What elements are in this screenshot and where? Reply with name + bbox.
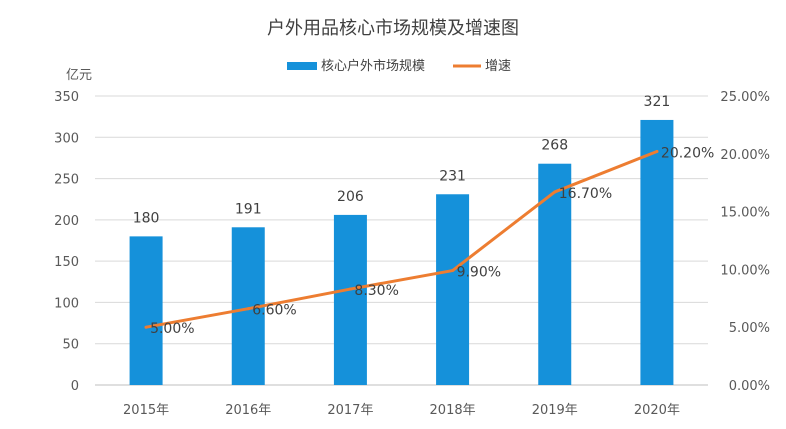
bar-value-label: 191 [235, 201, 262, 217]
y-tick-label: 100 [54, 296, 79, 311]
bar [436, 194, 470, 385]
y-tick-label: 200 [54, 214, 79, 229]
y-tick-label: 350 [54, 90, 79, 105]
chart-title: 户外用品核心市场规模及增速图 [267, 18, 519, 39]
legend-label-bar: 核心户外市场规模 [321, 58, 425, 74]
line-point [348, 287, 352, 291]
legend-swatch-bar [287, 62, 317, 70]
growth-line [144, 149, 659, 329]
y-tick-label: 0 [71, 379, 79, 394]
bar-series: 180 191 206 231 268 321 [129, 94, 674, 386]
y-axis-right: 0.00% 5.00% 10.00% 15.00% 20.00% 25.00% [720, 90, 770, 394]
y2-tick-label: 25.00% [720, 90, 770, 105]
y-tick-label: 300 [54, 131, 79, 146]
y2-tick-label: 5.00% [729, 321, 770, 336]
y-axis-unit-label: 亿元 [66, 68, 92, 83]
y2-tick-label: 0.00% [729, 379, 770, 394]
bar-value-label: 231 [439, 168, 466, 184]
y-axis-left: 0 50 100 150 200 250 300 350 [54, 90, 79, 394]
y-tick-label: 250 [54, 173, 79, 188]
line-value-label: 20.20% [661, 145, 714, 161]
y-tick-label: 150 [54, 255, 79, 270]
y2-tick-label: 10.00% [720, 263, 770, 278]
y2-tick-label: 15.00% [720, 206, 770, 221]
bar-value-label: 206 [337, 189, 364, 205]
legend-label-line: 增速 [485, 59, 511, 74]
line-value-label: 8.30% [354, 283, 398, 299]
x-tick-label: 2019年 [532, 403, 578, 418]
bar-value-label: 180 [133, 210, 160, 226]
legend: 核心户外市场规模 增速 [287, 58, 511, 74]
x-tick-label: 2020年 [634, 403, 680, 418]
bar [640, 119, 674, 386]
x-axis: 2015年 2016年 2017年 2018年 2019年 2020年 [123, 403, 680, 418]
bar-value-label: 321 [644, 94, 671, 110]
bar [333, 214, 367, 385]
line-point [246, 307, 250, 311]
line-value-label: 16.70% [559, 186, 612, 202]
line-point [451, 269, 455, 273]
x-tick-label: 2017年 [327, 403, 373, 418]
line-series: 5.00% 6.60% 8.30% 9.90% 16.70% 20.20% [144, 145, 714, 337]
line-value-label: 9.90% [457, 265, 501, 281]
x-tick-label: 2018年 [430, 403, 476, 418]
line-point [655, 149, 659, 153]
line-point [553, 190, 557, 194]
x-tick-label: 2015年 [123, 403, 169, 418]
line-value-label: 5.00% [150, 321, 194, 337]
y2-tick-label: 20.00% [720, 148, 770, 163]
x-tick-label: 2016年 [225, 403, 271, 418]
line-point [144, 325, 148, 329]
line-value-label: 6.60% [252, 303, 296, 319]
bar [129, 236, 163, 385]
gridlines [95, 95, 708, 386]
y-tick-label: 50 [62, 338, 79, 353]
bar-value-label: 268 [541, 138, 568, 154]
